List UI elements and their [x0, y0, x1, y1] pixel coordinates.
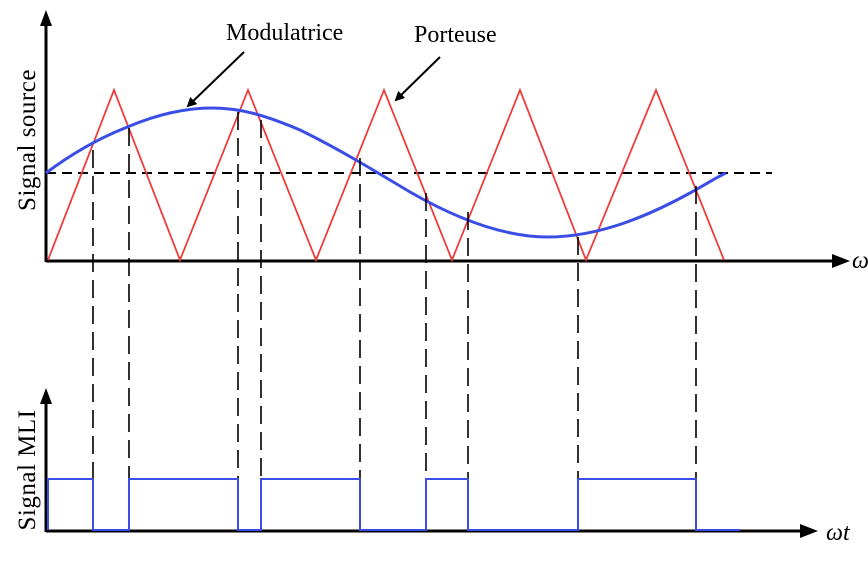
carrier-triangle-wave	[47, 87, 725, 263]
porteuse-label: Porteuse	[414, 22, 497, 48]
pwm-signal	[47, 478, 740, 531]
top-x-axis-label: ωt	[852, 248, 868, 274]
bottom-y-axis-label: Signal MLI	[14, 410, 41, 531]
modulating-sine-wave	[45, 106, 727, 239]
porteuse-pointer-arrow	[394, 56, 441, 102]
modulatrice-label: Modulatrice	[226, 20, 343, 46]
top-y-axis-arrow	[40, 10, 52, 26]
top-y-axis-label: Signal source	[14, 69, 41, 211]
bottom-x-axis-label: ωt	[826, 520, 851, 546]
modulatrice-pointer-arrow	[186, 51, 245, 108]
intersection-guides	[92, 112, 697, 478]
bottom-x-axis-arrow	[800, 524, 818, 538]
bottom-y-axis-arrow	[40, 388, 52, 404]
top-x-axis-arrow	[832, 254, 850, 268]
